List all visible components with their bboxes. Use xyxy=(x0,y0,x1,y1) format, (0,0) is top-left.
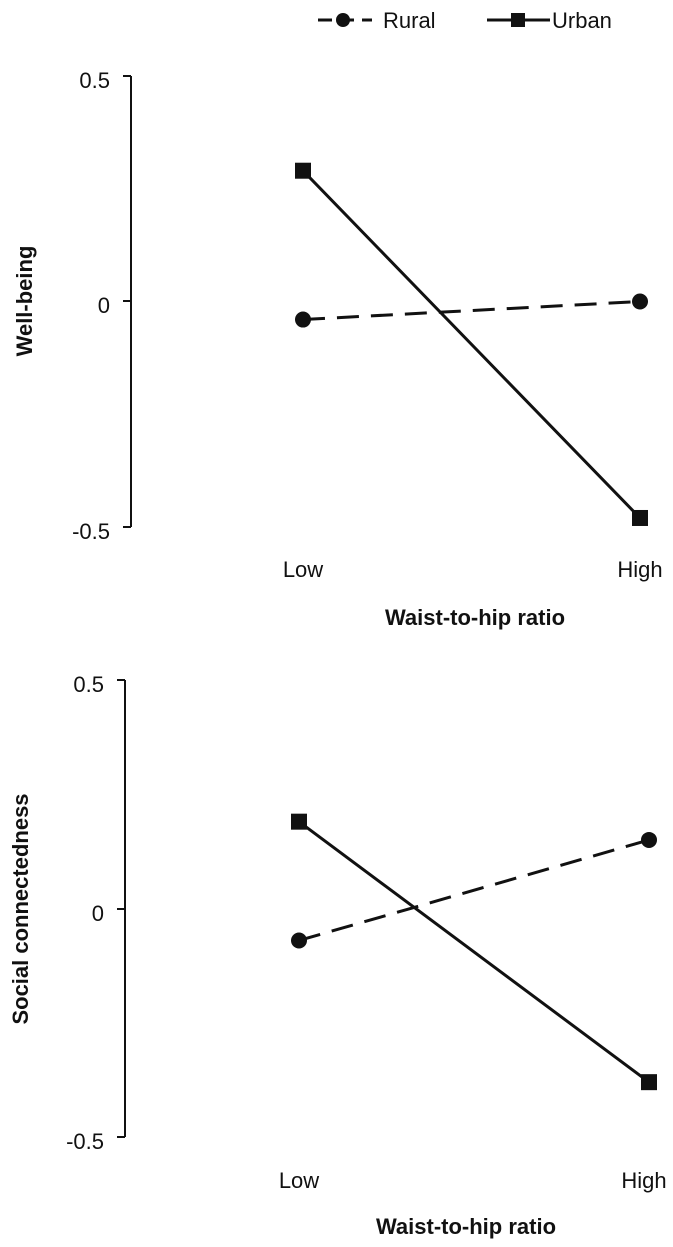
y-tick-label: -0.5 xyxy=(66,1129,104,1154)
legend: Rural Urban xyxy=(318,8,612,33)
x-axis-title: Waist-to-hip ratio xyxy=(385,605,565,630)
data-point-rural-low xyxy=(291,932,307,949)
data-point-rural-low xyxy=(295,311,311,328)
x-category-label-low: Low xyxy=(279,1168,319,1193)
series-line-rural xyxy=(298,838,650,942)
y-tick-label: 0 xyxy=(98,293,110,318)
y-tick-label: 0.5 xyxy=(79,68,110,93)
y-axis-title: Well-being xyxy=(12,246,37,357)
legend-marker-urban xyxy=(511,13,525,27)
y-axis-title: Social connectedness xyxy=(8,793,33,1024)
data-point-urban-high xyxy=(632,509,648,526)
series-line-urban xyxy=(301,169,642,520)
y-tick-label: -0.5 xyxy=(72,519,110,544)
y-tick-label: 0 xyxy=(92,901,104,926)
series-line-rural xyxy=(302,300,641,322)
data-point-urban-low xyxy=(295,162,311,179)
x-category-label-high: High xyxy=(621,1168,666,1193)
data-point-rural-high xyxy=(632,293,648,310)
panel-social-connectedness: 0.5 0 -0.5 Low High Waist-to-hip ratio S… xyxy=(8,672,667,1239)
y-tick-label: 0.5 xyxy=(73,672,104,697)
x-axis-title: Waist-to-hip ratio xyxy=(376,1214,556,1239)
x-category-label-low: Low xyxy=(283,557,323,582)
legend-marker-rural xyxy=(336,13,350,27)
legend-item-urban: Urban xyxy=(487,8,612,33)
series-line-urban xyxy=(298,820,650,1084)
x-category-label-high: High xyxy=(617,557,662,582)
legend-label-urban: Urban xyxy=(552,8,612,33)
panel-well-being: 0.5 0 -0.5 Low High Waist-to-hip ratio W… xyxy=(12,68,663,630)
data-point-urban-high xyxy=(641,1074,657,1091)
data-point-rural-high xyxy=(641,831,657,848)
data-point-urban-low xyxy=(291,813,307,830)
legend-item-rural: Rural xyxy=(318,8,436,33)
legend-label-rural: Rural xyxy=(383,8,436,33)
